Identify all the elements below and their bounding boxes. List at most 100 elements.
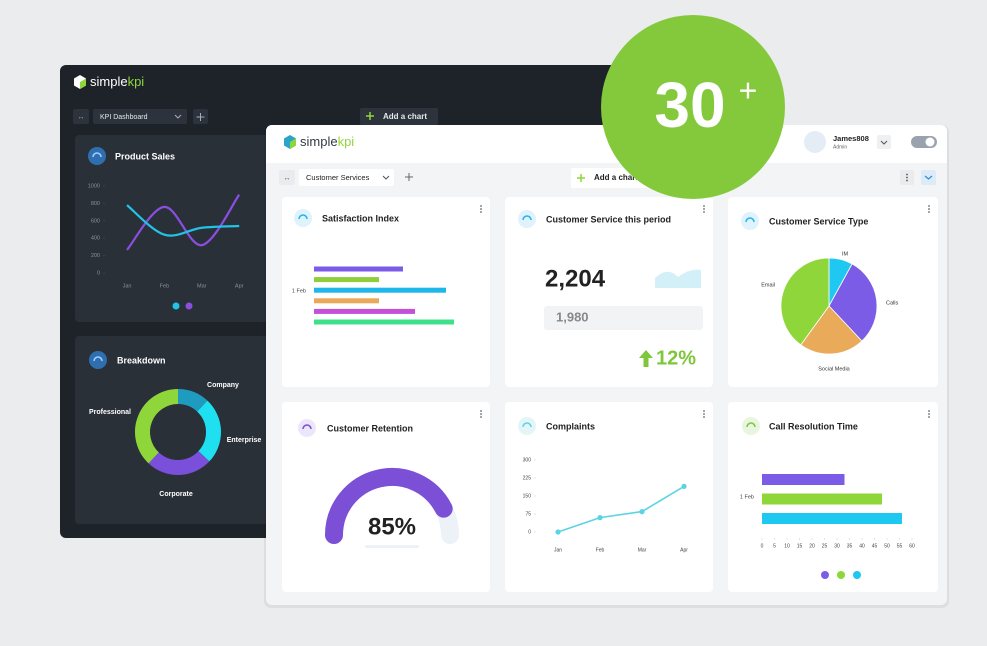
- menu-dot: [480, 211, 482, 213]
- legend-dot[interactable]: [821, 571, 829, 579]
- point: [681, 483, 687, 489]
- back-nav-button[interactable]: [73, 109, 89, 124]
- y-tick-label: 600: [91, 218, 100, 224]
- bar: [314, 287, 446, 293]
- card-title: Product Sales: [115, 151, 175, 161]
- donut-segment: [135, 389, 179, 464]
- point: [597, 515, 603, 521]
- menu-dot: [703, 205, 705, 207]
- collapse-button[interactable]: [921, 170, 936, 185]
- x-tick-label: 20: [809, 543, 815, 549]
- menu-dot: [480, 205, 482, 207]
- series-line: [557, 485, 685, 533]
- pie-slice: [780, 257, 830, 346]
- card-menu[interactable]: [703, 410, 705, 418]
- toggle-knob: [925, 137, 935, 147]
- card-title: Satisfaction Index: [322, 213, 399, 223]
- x-tick-label: Mar: [638, 547, 647, 553]
- front-add-chart-label: Add a chart: [594, 173, 638, 182]
- logo-icon-face: [290, 138, 296, 149]
- card-icon: [89, 351, 107, 369]
- menu-dot: [480, 410, 482, 412]
- donut-label: Professional: [89, 409, 131, 416]
- x-tick-label: Jan: [123, 283, 132, 289]
- x-tick-label: Feb: [160, 283, 169, 289]
- front-dashboard-select[interactable]: [299, 169, 394, 186]
- series-line: [126, 204, 240, 237]
- x-tick-label: 55: [897, 543, 903, 549]
- card-icon: [742, 417, 760, 435]
- card-menu[interactable]: [928, 205, 930, 213]
- donut-segment: [148, 450, 210, 475]
- card-menu[interactable]: [928, 410, 930, 418]
- x-tick-label: 25: [822, 543, 828, 549]
- bar: [314, 266, 403, 272]
- menu-dot: [703, 208, 705, 210]
- x-tick-label: Apr: [680, 547, 688, 553]
- card-icon: [294, 209, 312, 227]
- y-tick-label: 150: [523, 493, 532, 499]
- menu-dot: [480, 416, 482, 418]
- y-tick-label: 200: [91, 253, 100, 259]
- card: [75, 135, 285, 322]
- card-icon: [518, 210, 536, 228]
- pie-slice: [828, 263, 878, 342]
- gauge-underline: [365, 545, 419, 548]
- logo-simple: simple: [90, 74, 128, 89]
- user-role: Admin: [833, 144, 847, 150]
- pie-slice: [800, 305, 863, 355]
- card-icon: [298, 419, 316, 437]
- card-menu[interactable]: [480, 205, 482, 213]
- card: [282, 402, 490, 592]
- x-tick-label: 5: [773, 543, 776, 549]
- legend-dot[interactable]: [837, 571, 845, 579]
- logo-simple: simple: [300, 134, 338, 149]
- card-icon-glyph: [298, 214, 308, 220]
- card-title: Customer Retention: [327, 423, 413, 433]
- x-tick-label: Apr: [235, 283, 244, 289]
- y-tick-label: 0: [97, 270, 100, 276]
- x-tick-label: 35: [847, 543, 853, 549]
- back-dashboard-select[interactable]: [93, 109, 187, 124]
- legend-dot[interactable]: [853, 571, 861, 579]
- bar: [314, 298, 379, 304]
- x-tick-label: 30: [834, 543, 840, 549]
- card-icon-glyph: [745, 217, 755, 223]
- front-nav-button[interactable]: [279, 170, 295, 185]
- previous-value: 1,980: [556, 309, 589, 324]
- logo-kpi: kpi: [338, 134, 355, 149]
- legend-dot[interactable]: [185, 302, 193, 310]
- y-tick-label: 75: [525, 511, 531, 517]
- user-menu-button[interactable]: [877, 135, 891, 149]
- bar: [762, 493, 882, 505]
- point: [639, 509, 645, 515]
- x-tick-label: Jan: [554, 547, 562, 553]
- plus-icon: [366, 112, 374, 120]
- x-tick-label: 10: [784, 543, 790, 549]
- legend-dot[interactable]: [172, 302, 180, 310]
- pie-label: Email: [761, 282, 775, 288]
- x-tick-label: 0: [761, 543, 764, 549]
- card-menu[interactable]: [703, 205, 705, 213]
- x-tick-label: Mar: [197, 283, 207, 289]
- card-menu[interactable]: [480, 410, 482, 418]
- menu-dot: [703, 410, 705, 412]
- card-icon: [88, 147, 106, 165]
- logo-icon-face: [80, 78, 86, 89]
- change-value: 12%: [656, 347, 696, 369]
- card-icon-glyph: [92, 152, 102, 158]
- card-icon-glyph: [746, 422, 756, 428]
- card-icon-glyph: [522, 422, 532, 428]
- gauge-value: [325, 468, 453, 544]
- category-label: 1 Feb: [292, 288, 306, 294]
- back-add-chart[interactable]: [360, 108, 438, 125]
- donut-label: Company: [207, 382, 239, 389]
- bar: [762, 513, 902, 524]
- back-add-chart-label: Add a chart: [383, 112, 427, 121]
- current-value: 2,204: [545, 265, 606, 292]
- donut-label: Enterprise: [227, 437, 262, 444]
- menu-dot: [480, 208, 482, 210]
- card-title: Customer Service this period: [546, 214, 671, 224]
- donut-segment: [196, 400, 221, 462]
